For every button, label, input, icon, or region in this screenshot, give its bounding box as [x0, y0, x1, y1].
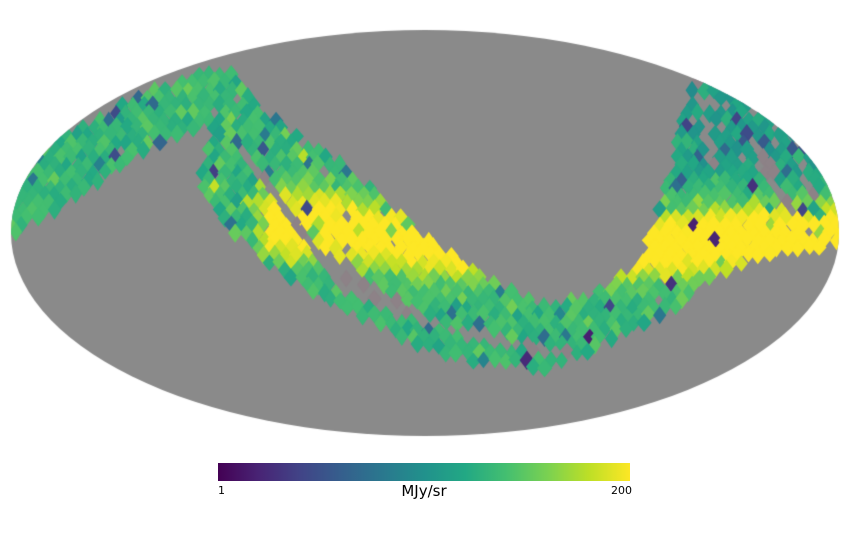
colorbar-gradient	[218, 463, 630, 481]
colorbar-unit-label: MJy/sr	[401, 482, 447, 500]
colorbar-min-tick: 1	[218, 484, 225, 497]
mollweide-map-canvas	[0, 0, 850, 460]
colorbar: 1 200 MJy/sr	[218, 463, 632, 500]
colorbar-max-tick: 200	[611, 484, 632, 497]
